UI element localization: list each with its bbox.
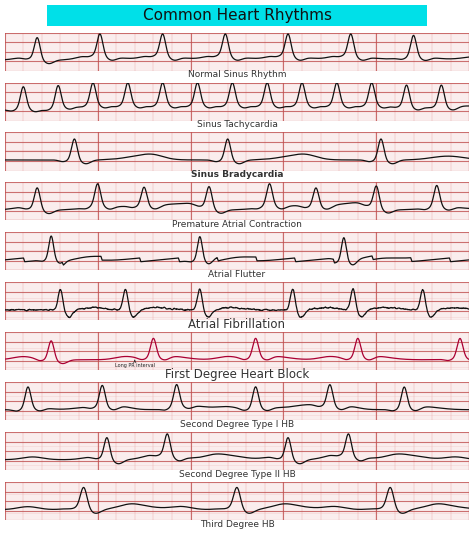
Text: Sinus Bradycardia: Sinus Bradycardia <box>191 171 283 179</box>
Text: Atrial Flutter: Atrial Flutter <box>209 270 265 279</box>
Text: Premature Atrial Contraction: Premature Atrial Contraction <box>172 220 302 229</box>
Text: Normal Sinus Rhythm: Normal Sinus Rhythm <box>188 71 286 79</box>
Text: First Degree Heart Block: First Degree Heart Block <box>165 368 309 381</box>
Text: Second Degree Type II HB: Second Degree Type II HB <box>179 470 295 479</box>
Text: Sinus Tachycardia: Sinus Tachycardia <box>197 121 277 129</box>
Text: Common Heart Rhythms: Common Heart Rhythms <box>143 8 331 23</box>
Text: Atrial Fibrillation: Atrial Fibrillation <box>189 318 285 331</box>
Text: Third Degree HB: Third Degree HB <box>200 520 274 529</box>
Text: Long PR interval: Long PR interval <box>115 360 155 368</box>
FancyBboxPatch shape <box>47 5 427 26</box>
Text: Second Degree Type I HB: Second Degree Type I HB <box>180 420 294 429</box>
